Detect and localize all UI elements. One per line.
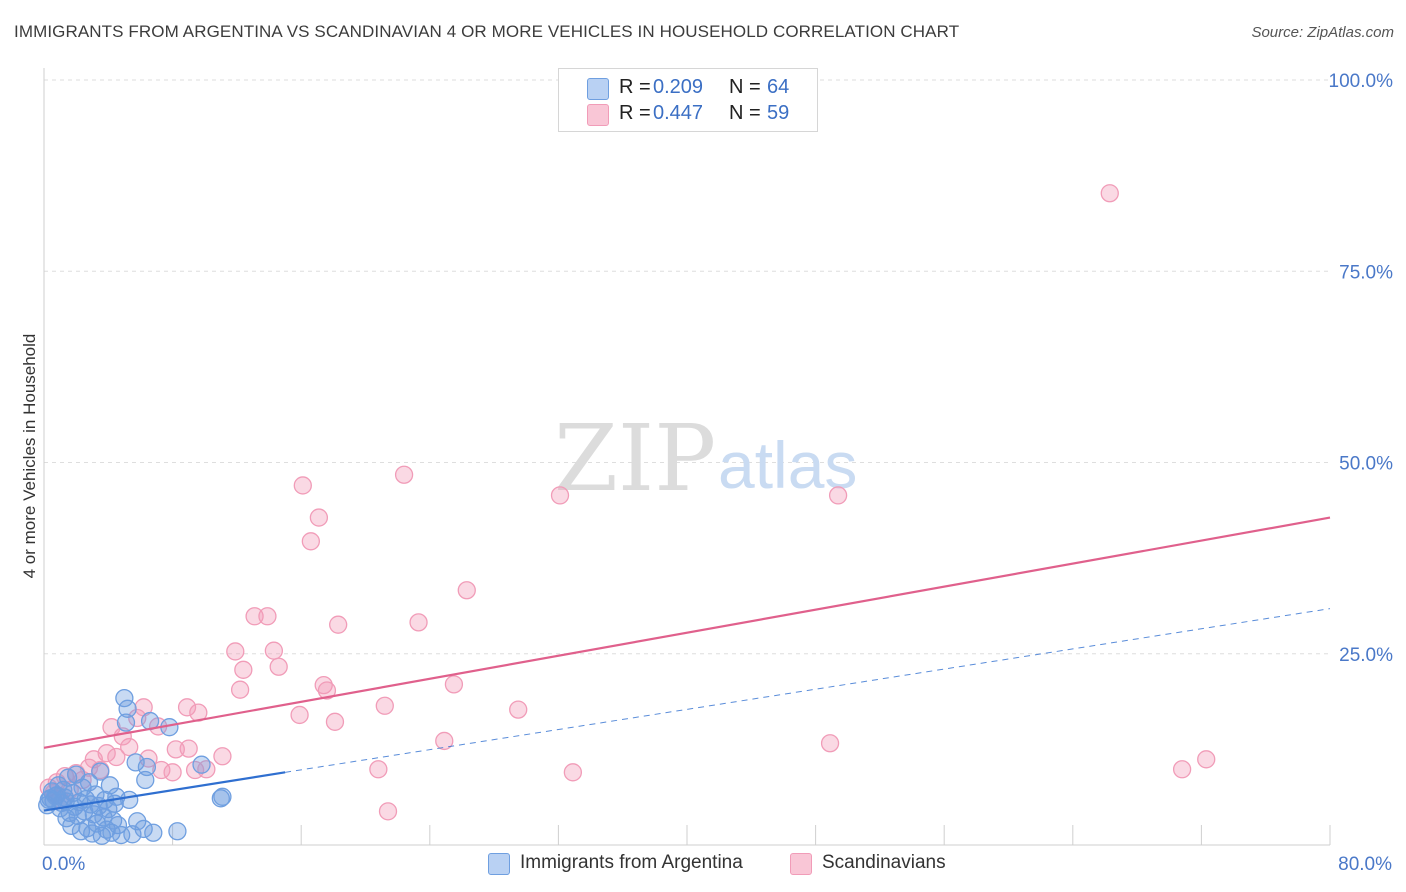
legend-r-label: R = — [619, 76, 651, 98]
scandinavians-point — [163, 763, 182, 782]
watermark-zip: ZIP — [554, 405, 716, 512]
y-tick-label: 75.0% — [1339, 262, 1393, 283]
argentina-point — [116, 713, 136, 732]
scandinavians-point — [179, 739, 198, 758]
scandinavians-point — [107, 747, 126, 767]
scandinavians-point — [509, 700, 528, 719]
scandinavians-point — [152, 760, 171, 780]
argentina-trend-line — [43, 771, 286, 812]
argentina-trend-extension — [285, 608, 1331, 773]
y-tick-labels: 25.0% 50.0% 75.0% 100.0% — [1329, 71, 1394, 666]
source-credit: Source: ZipAtlas.com — [1251, 24, 1394, 41]
x-tick-labels: 0.0% 80.0% — [42, 854, 1392, 875]
scandinavians-point — [309, 508, 329, 527]
legend-label-scandinavians: Scandinavians — [822, 852, 946, 873]
scandinavians-point — [234, 660, 253, 679]
scandinavians-point — [314, 675, 333, 695]
scandinavians-point — [1172, 760, 1192, 779]
scandinavians-point — [177, 698, 197, 717]
trend-lines — [43, 516, 1331, 812]
argentina-point — [46, 786, 65, 806]
scandinavians-point — [97, 744, 116, 763]
scandinavians-point — [329, 615, 348, 634]
scandinavians-point — [1197, 750, 1216, 769]
chart-title: IMMIGRANTS FROM ARGENTINA VS SCANDINAVIA… — [14, 22, 960, 41]
scandinavians-point — [325, 712, 345, 731]
scandinavians-point — [120, 737, 139, 757]
legend-swatch-blue — [488, 853, 510, 875]
scandinavians-point — [258, 607, 277, 626]
legend-n-label: N = — [729, 76, 761, 98]
scandinavians-point — [378, 802, 398, 821]
scandinavians-point — [409, 613, 428, 632]
scandinavians-point — [245, 607, 264, 626]
scandinavians-point — [269, 657, 288, 676]
scandinavians-point — [369, 760, 388, 779]
scandinavians-point — [293, 476, 312, 495]
scandinavians-point — [394, 465, 414, 484]
argentina-point — [137, 757, 157, 777]
scandinavians-point — [213, 747, 232, 766]
argentina-point — [100, 776, 120, 795]
argentina-point — [118, 699, 137, 718]
legend-r-value: 0.447 — [653, 102, 704, 124]
argentina-point — [168, 822, 187, 841]
scandinavians-point — [550, 486, 570, 505]
scandinavians-point — [435, 731, 454, 751]
argentina-point — [91, 762, 110, 781]
gridlines — [44, 79, 1330, 655]
y-tick-label: 100.0% — [1329, 71, 1394, 92]
legend-r-label: R = — [619, 102, 651, 124]
x-tick-min: 0.0% — [42, 854, 85, 875]
argentina-point — [144, 823, 163, 842]
scandinavians-point — [264, 641, 284, 660]
correlation-legend: R = 0.209 N = 64 R = 0.447 N = 59 — [558, 68, 818, 132]
scandinavians-point — [317, 681, 337, 700]
scandinavians-point — [1100, 184, 1119, 203]
scandinavians-point — [820, 734, 840, 753]
legend-n-value: 64 — [767, 76, 790, 98]
legend-label-argentina: Immigrants from Argentina — [520, 852, 743, 873]
scandinavians-point — [226, 642, 245, 661]
legend-n-value: 59 — [767, 102, 790, 124]
scandinavians-point — [301, 532, 320, 551]
argentina-point — [192, 755, 211, 774]
scandinavians-point — [375, 696, 394, 715]
argentina-point — [120, 790, 139, 810]
y-tick-label: 50.0% — [1339, 454, 1393, 475]
argentina-point — [115, 688, 134, 708]
scandinavians-point — [563, 763, 583, 782]
watermark-atlas: atlas — [718, 428, 857, 502]
legend-r-value: 0.209 — [653, 76, 704, 98]
argentina-point — [213, 787, 232, 806]
scandinavians-point — [444, 675, 464, 694]
argentina-point — [126, 753, 145, 772]
argentina-point — [49, 776, 68, 795]
legend-swatch-pink — [790, 853, 812, 875]
legend-swatch-blue — [587, 78, 609, 100]
argentina-points — [38, 688, 232, 845]
argentina-point — [134, 819, 153, 839]
scandinavians-point — [828, 486, 848, 505]
x-tick-max: 80.0% — [1338, 854, 1392, 875]
y-tick-label: 25.0% — [1339, 645, 1393, 666]
scandinavians-point — [166, 740, 185, 759]
legend-swatch-pink — [587, 104, 609, 126]
scandinavians-point — [230, 680, 250, 699]
legend-n-label: N = — [729, 102, 761, 124]
watermark: ZIP atlas — [554, 405, 857, 512]
scandinavians-point — [290, 705, 309, 725]
scandinavians-trend-line — [43, 516, 1331, 749]
scandinavians-point — [457, 581, 476, 600]
argentina-point — [108, 815, 128, 835]
axes — [43, 68, 1331, 846]
